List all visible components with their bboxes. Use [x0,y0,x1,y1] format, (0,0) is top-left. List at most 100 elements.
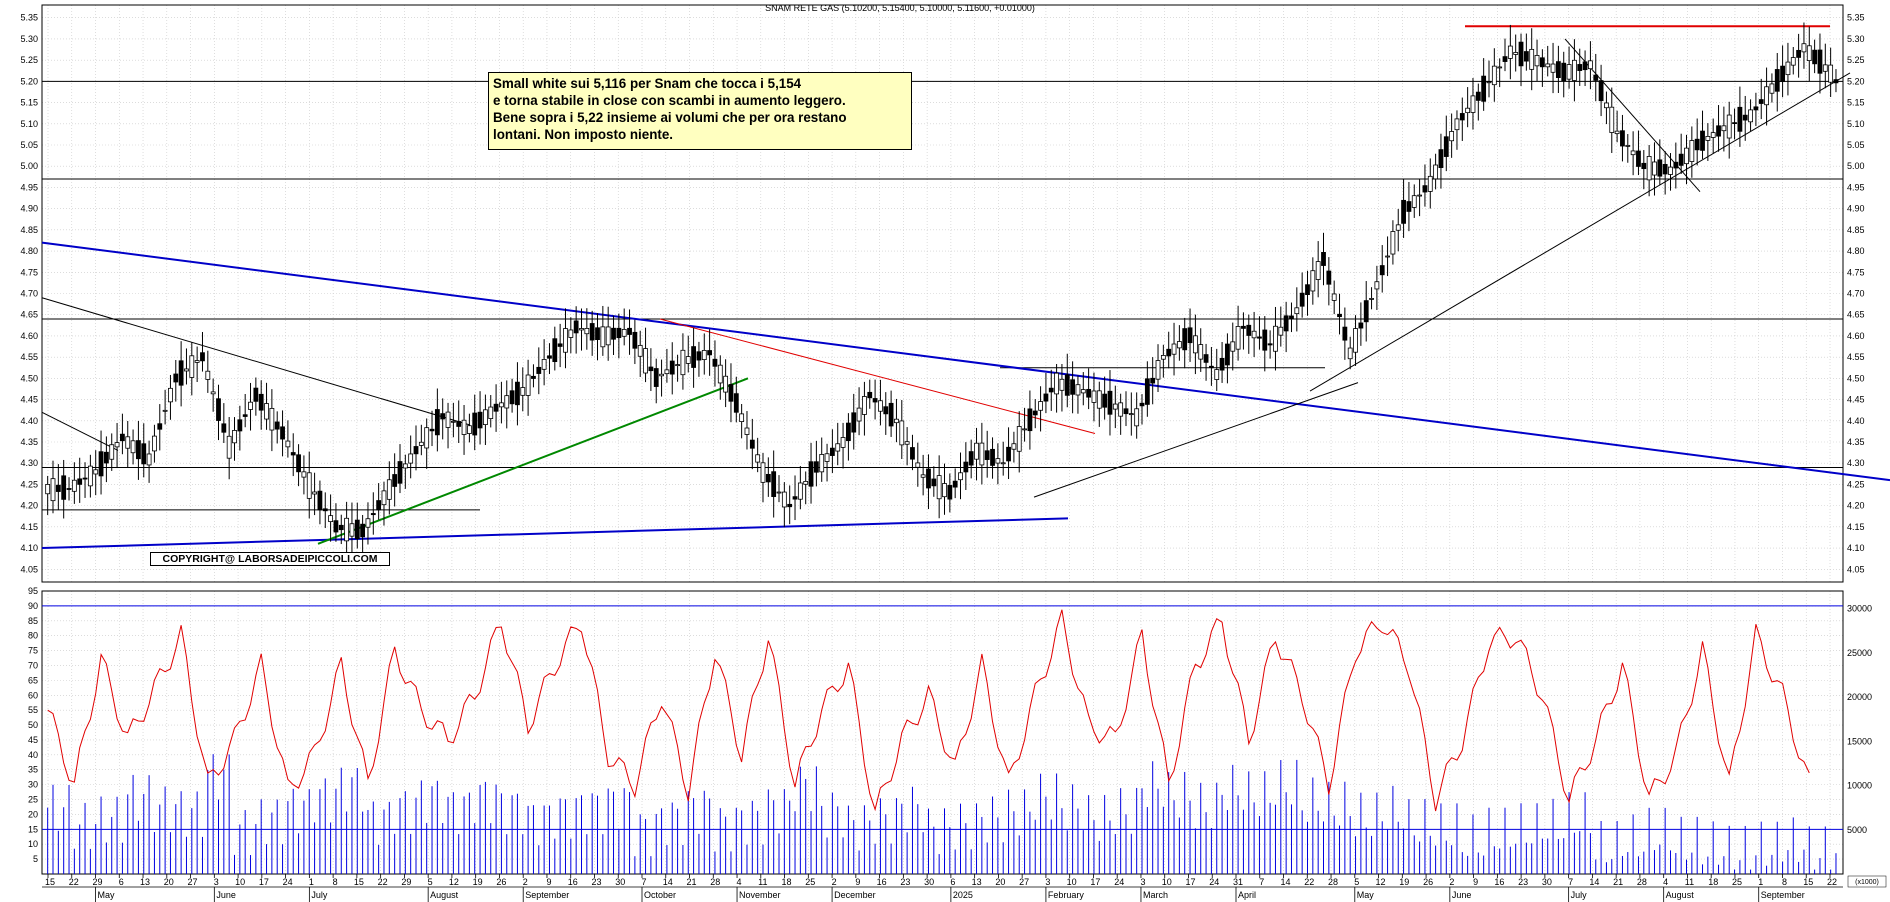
candle-white [979,442,985,466]
candle-white [894,418,899,424]
candle-black [1518,41,1524,67]
candle-black [1166,348,1172,357]
candle-white [1668,166,1673,175]
candle-white [483,409,488,426]
candle-black [1102,393,1108,408]
candle-white [1806,45,1812,61]
candle-black [338,524,344,531]
x-month-label: February [1048,890,1085,900]
price-tick-label-left: 4.75 [20,267,38,277]
candle-black [963,461,969,473]
candle-white [904,441,910,445]
candle-white [418,441,424,446]
candle-white [1588,60,1593,70]
price-tick-label-left: 4.90 [20,204,38,214]
x-day-label: 27 [1019,877,1029,887]
candle-white [488,406,494,419]
x-day-label: 17 [1090,877,1100,887]
price-tick-label-left: 4.60 [20,331,38,341]
price-tick-label-right: 4.40 [1847,416,1865,426]
candle-black [1796,49,1802,58]
x-month-label: 2025 [953,890,973,900]
candle-white [1112,403,1118,410]
x-day-label: 2 [1449,877,1454,887]
candle-black [509,390,515,405]
candle-black [792,496,798,500]
price-tick-label-right: 5.05 [1847,140,1865,150]
candle-white [1427,175,1433,192]
annotation-line-3: Bene sopra i 5,22 insieme ai volumi che … [493,110,847,125]
candle-white [1748,109,1753,123]
price-tick-label-left: 4.55 [20,352,38,362]
price-tick-label-right: 4.50 [1847,373,1865,383]
candle-black [1833,79,1839,84]
candle-black [531,375,536,379]
x-day-label: 21 [1613,877,1623,887]
candle-white [248,401,253,410]
candle-white [264,403,269,420]
candle-white [1171,343,1177,355]
x-day-label: 19 [473,877,483,887]
x-day-label: 11 [758,877,767,887]
candle-white [840,437,846,448]
price-tick-label-right: 5.00 [1847,161,1865,171]
candle-black [216,398,221,421]
candle-white [1726,114,1732,139]
candle-black [1203,354,1209,363]
volume-axis-left: 5 10 15 20 25 30 35 40 45 50 55 60 65 70 75 80 85 90 95 [28,586,38,864]
candle-white [563,328,568,353]
candle-black [1305,284,1310,296]
candle-black [1032,410,1038,416]
candle-black [1641,162,1647,170]
candle-black [632,331,638,349]
candle-black [296,454,301,473]
price-tick-label-right: 4.35 [1847,437,1865,447]
candle-black [536,366,542,374]
candle-black [1475,91,1481,101]
candle-black [1342,326,1348,341]
candle-white [776,491,782,494]
candle-black [1422,185,1428,193]
candle-white [1630,150,1636,156]
candle-white [1192,335,1198,354]
volume-tick-label-right: 15000 [1847,736,1872,746]
x-day-label: 12 [1376,877,1386,887]
x-day-label: 14 [1281,877,1291,887]
candle-black [1064,374,1070,396]
candle-black [1358,322,1364,329]
volume-tick-label-right: 5000 [1847,825,1867,835]
candle-black [707,350,713,356]
candle-black [1401,199,1406,224]
price-tick-label-right: 4.20 [1847,501,1865,511]
volume-tick-label-right: 25000 [1847,648,1872,658]
candle-black [1299,292,1305,307]
volume-tick-label-left: 85 [28,616,38,626]
x-day-label: 10 [1162,877,1172,887]
candle-white [1465,107,1471,114]
candle-black [253,387,259,402]
candle-white [1230,341,1236,352]
candle-white [184,368,189,372]
x-day-label: 31 [1233,877,1243,887]
candle-black [1326,270,1332,285]
volume-tick-label-left: 20 [28,809,38,819]
x-day-label: 21 [687,877,697,887]
candle-black [1225,343,1230,366]
candle-black [712,358,718,367]
candle-black [1363,300,1369,323]
x-month-label: October [644,890,676,900]
candle-black [136,440,141,460]
candle-white [162,409,168,412]
candle-white [744,427,750,435]
candle-white [424,427,430,449]
candle-white [520,387,526,396]
candle-white [1353,328,1358,353]
candle-black [178,360,184,386]
candle-white [499,402,504,408]
candle-white [541,359,547,370]
candle-white [1721,125,1727,132]
x-day-label: 1 [309,877,314,887]
candle-black [616,327,622,339]
x-day-label: 23 [900,877,910,887]
candle-white [1022,428,1027,431]
